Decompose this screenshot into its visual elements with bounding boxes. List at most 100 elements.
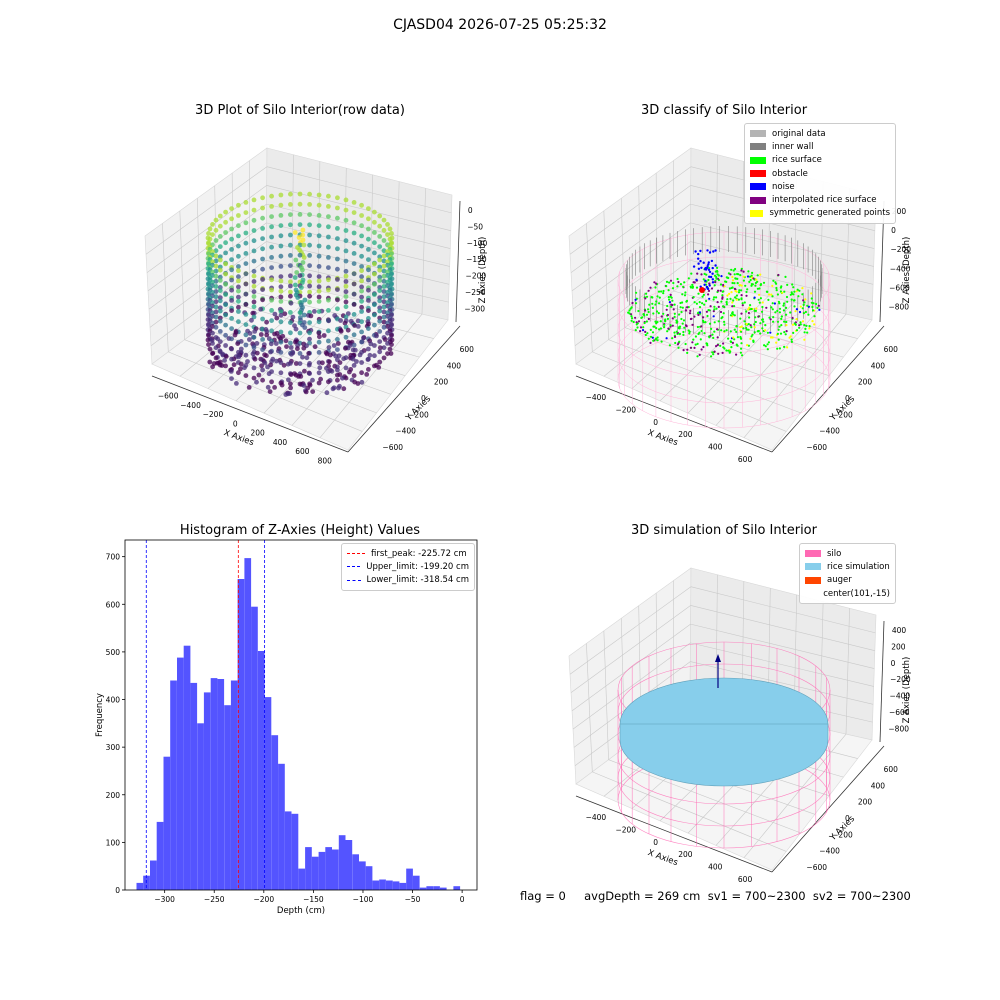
- scatter-point: [251, 294, 257, 299]
- scatter-point: [300, 260, 306, 265]
- classified-point: [629, 307, 632, 310]
- legend-swatch: [805, 563, 821, 571]
- classified-point: [740, 347, 743, 350]
- classified-point: [689, 346, 692, 349]
- classified-point: [747, 344, 750, 347]
- panel2-zaxis-label: Z Axies (Depth): [902, 237, 912, 304]
- histogram-bar: [210, 678, 218, 890]
- scatter-point: [213, 253, 219, 259]
- classified-point: [734, 289, 737, 293]
- scatter-point: [302, 297, 308, 303]
- classified-point: [714, 281, 717, 284]
- histogram-xtick-label: −250: [204, 895, 225, 904]
- histogram-bar: [257, 651, 265, 890]
- classified-point: [723, 285, 726, 288]
- classified-point: [745, 290, 748, 294]
- scatter-point: [293, 257, 299, 263]
- histogram-bar: [230, 680, 238, 890]
- classified-point: [722, 342, 725, 345]
- panel4-xtick-label: 0: [653, 838, 658, 847]
- classified-point: [740, 312, 743, 315]
- scatter-point: [236, 284, 241, 290]
- panel1-xtick-label: −400: [180, 401, 201, 410]
- classified-point: [652, 325, 655, 328]
- scatter-point: [372, 219, 377, 225]
- scatter-point: [288, 253, 293, 258]
- scatter-point: [213, 304, 219, 310]
- panel1-ztick-label: 0: [468, 206, 473, 215]
- classified-point: [804, 298, 807, 301]
- classified-point: [677, 346, 680, 349]
- panel2-points: [627, 249, 821, 358]
- legend-entry: original data: [750, 127, 890, 140]
- classified-point: [659, 327, 662, 330]
- noise-point: [694, 250, 697, 253]
- classified-point: [671, 317, 674, 320]
- panel1-xtick-label: 600: [295, 447, 310, 456]
- histogram-legend: first_peak: -225.72 cm Upper_limit: -199…: [341, 543, 475, 591]
- noise-point: [711, 266, 714, 270]
- scatter-point: [260, 205, 265, 211]
- scatter-point: [278, 243, 284, 249]
- classified-point: [678, 313, 681, 316]
- scatter-point: [243, 240, 249, 246]
- classified-point: [651, 306, 654, 309]
- classified-point: [682, 285, 685, 288]
- scatter-point: [359, 223, 364, 229]
- scatter-point: [238, 361, 244, 367]
- classified-point: [761, 327, 764, 330]
- classified-point: [695, 286, 699, 289]
- classified-point: [673, 315, 676, 318]
- classified-point: [757, 329, 760, 333]
- scatter-point: [316, 350, 322, 355]
- scatter-point: [219, 363, 225, 368]
- classified-point: [669, 293, 672, 296]
- classified-point: [734, 267, 737, 271]
- noise-point: [711, 278, 714, 281]
- classified-point: [737, 298, 740, 301]
- classified-point: [691, 341, 694, 344]
- classified-point: [683, 281, 686, 284]
- scatter-point: [343, 375, 349, 381]
- classified-point: [713, 330, 716, 333]
- classified-point: [798, 310, 802, 314]
- scatter-point: [307, 336, 312, 342]
- classified-point: [702, 293, 705, 296]
- scatter-point: [260, 226, 265, 231]
- classified-point: [716, 328, 719, 331]
- scatter-point: [288, 283, 293, 289]
- scatter-point: [251, 279, 257, 284]
- classified-point: [717, 305, 720, 308]
- classified-point: [653, 281, 656, 284]
- scatter-point: [347, 369, 352, 375]
- scatter-point: [243, 352, 249, 358]
- classified-point: [769, 331, 772, 334]
- scatter-point: [359, 202, 364, 208]
- classified-point: [678, 325, 682, 328]
- classified-point: [730, 340, 733, 344]
- classified-point: [687, 277, 690, 280]
- scatter-point: [335, 337, 340, 342]
- scatter-point: [377, 213, 383, 219]
- classified-point: [655, 282, 658, 285]
- scatter-point: [335, 297, 340, 303]
- classified-point: [747, 270, 750, 273]
- histogram-bar: [136, 882, 144, 890]
- classified-point: [759, 297, 762, 300]
- scatter-point: [343, 207, 349, 213]
- histogram-bar: [338, 835, 346, 890]
- scatter-point: [274, 315, 280, 321]
- scatter-point: [293, 339, 298, 345]
- scatter-point: [269, 379, 274, 385]
- classified-point: [721, 351, 724, 354]
- scatter-point: [307, 273, 312, 279]
- legend-label: rice simulation: [827, 561, 890, 572]
- scatter-point: [243, 251, 249, 256]
- classified-point: [812, 309, 815, 312]
- legend-entry: interpolated rice surface: [750, 193, 890, 206]
- classified-point: [780, 315, 783, 318]
- classified-point: [785, 324, 788, 327]
- histogram-bar: [163, 756, 171, 890]
- scatter-point: [341, 356, 347, 362]
- scatter-point: [236, 274, 241, 280]
